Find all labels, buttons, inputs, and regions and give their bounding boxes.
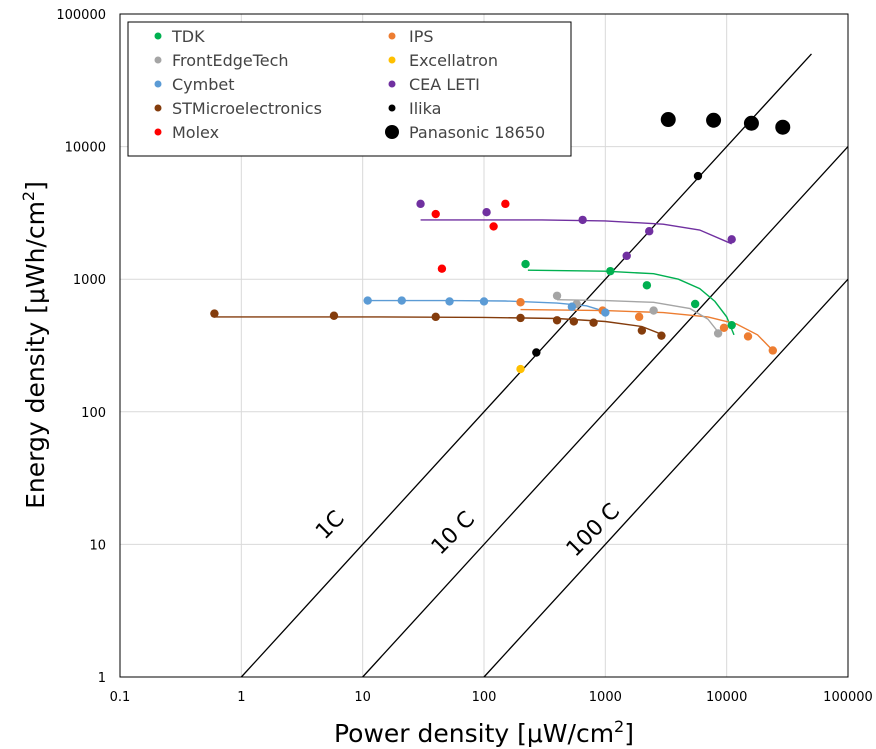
legend-label: Molex (172, 123, 219, 142)
fit-curve (556, 299, 719, 333)
legend-label: STMicroelectronics (172, 99, 322, 118)
data-point (567, 302, 577, 311)
data-point (775, 119, 791, 135)
data-point (743, 332, 753, 341)
x-tick-label: 10 (354, 690, 371, 705)
data-point (532, 348, 541, 357)
y-tick-label: 100 (81, 406, 106, 421)
y-tick-label: 100000 (56, 8, 106, 23)
data-point (589, 318, 598, 327)
data-point (578, 215, 587, 225)
y-tick-label: 1 (98, 671, 106, 686)
data-point (552, 291, 562, 300)
data-point (706, 112, 722, 128)
data-points (210, 112, 791, 374)
legend-marker (154, 104, 162, 112)
data-point (416, 199, 425, 209)
data-point (727, 320, 736, 330)
legend-marker (154, 80, 162, 88)
data-point (569, 317, 579, 326)
data-point (516, 298, 525, 307)
legend-marker (388, 56, 396, 64)
y-tick-label: 1000 (73, 273, 106, 288)
x-tick-label: 1000 (589, 690, 622, 705)
data-point (649, 306, 658, 315)
y-tick-label: 10000 (65, 141, 106, 156)
legend-marker (388, 104, 396, 112)
data-point (521, 259, 530, 269)
legend-label: Panasonic 18650 (409, 123, 545, 142)
legend-label: IPS (409, 27, 434, 46)
legend-label: Ilika (409, 99, 441, 118)
data-point (210, 309, 219, 318)
legend-marker (388, 80, 396, 88)
data-point (719, 323, 729, 333)
data-point (606, 266, 615, 276)
data-point (693, 171, 703, 181)
data-point (634, 312, 644, 322)
data-point (601, 308, 610, 317)
data-point (660, 112, 676, 128)
legend-label: CEA LETI (409, 75, 480, 94)
legend-marker (388, 32, 396, 40)
y-tick-label: 10 (89, 538, 106, 553)
legend-label: TDK (171, 27, 205, 46)
data-point (397, 296, 406, 305)
data-point (645, 227, 654, 236)
fit-curve (367, 299, 606, 313)
data-point (713, 329, 723, 338)
x-tick-label: 100 (472, 690, 497, 705)
data-point (690, 299, 700, 309)
data-point (431, 312, 440, 322)
y-axis-title: Energy density [μWh/cm2] (19, 181, 50, 509)
legend-marker (154, 32, 162, 40)
data-point (445, 297, 454, 306)
data-point (363, 296, 372, 305)
data-point (768, 346, 777, 355)
data-point (516, 364, 525, 374)
c-rate-line (362, 146, 849, 678)
x-tick-label: 100000 (823, 690, 873, 705)
x-tick-label: 10000 (706, 690, 747, 705)
data-point (489, 222, 498, 231)
legend-marker (154, 128, 162, 136)
data-point (479, 297, 489, 306)
legend-marker (385, 125, 399, 139)
data-point (329, 311, 339, 320)
data-point (727, 235, 736, 244)
data-point (642, 281, 652, 290)
legend-marker (154, 56, 162, 64)
x-axis-title: Power density [μW/cm2] (334, 717, 634, 748)
data-point (431, 209, 440, 219)
data-point (622, 251, 631, 261)
legend-items: TDK IPS FrontEdgeTech Excellatron Cymbet CEA … (154, 27, 545, 142)
axis-ticks: 0.1 1 10 100 1000 10000 100000 1 10 100 1000 10000 1… (56, 8, 872, 705)
c-rate-line (240, 53, 812, 678)
data-point (437, 264, 447, 273)
x-tick-label: 0.1 (110, 690, 131, 705)
fit-curve (420, 219, 732, 245)
data-point (637, 326, 647, 335)
legend-box (127, 21, 572, 157)
data-point (501, 199, 510, 209)
data-point (657, 331, 666, 340)
c-rate-line (483, 278, 849, 678)
data-point (552, 316, 562, 325)
legend-label: Excellatron (409, 51, 498, 70)
data-point (482, 208, 491, 217)
legend: TDK IPS FrontEdgeTech Excellatron Cymbet CEA … (127, 21, 572, 157)
data-point (516, 313, 525, 323)
x-tick-label: 1 (237, 690, 245, 705)
legend-label: FrontEdgeTech (172, 51, 289, 70)
legend-label: Cymbet (172, 75, 235, 94)
data-point (743, 115, 759, 131)
